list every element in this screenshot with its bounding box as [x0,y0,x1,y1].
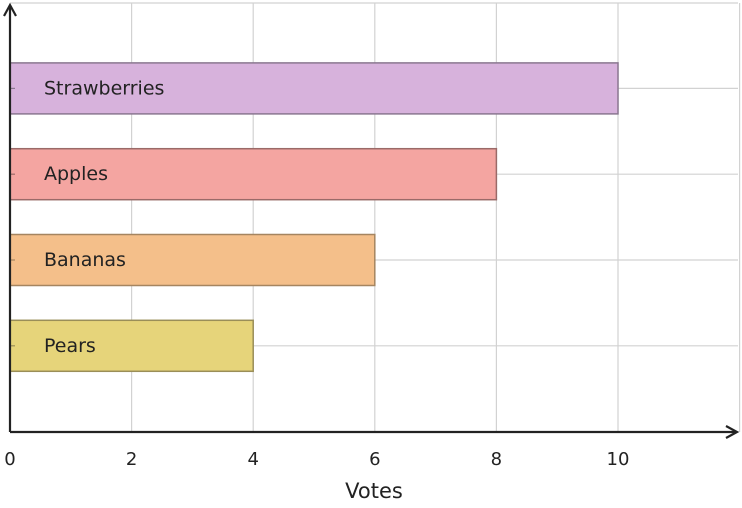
x-axis-title: Votes [345,479,403,503]
x-tick-label: 0 [4,449,15,470]
bar-strawberries [9,62,619,115]
x-tick-label: 10 [607,449,630,470]
bar-apples [9,147,498,201]
bar-label-pears: Pears [44,335,96,357]
x-tick-label: 8 [491,449,502,470]
x-tick-label: 4 [247,449,258,470]
bar-label-bananas: Bananas [44,249,126,271]
x-tick-label: 2 [126,449,137,470]
x-tick-labels: 0 2 4 6 8 10 [4,449,629,470]
bar-label-apples: Apples [44,163,108,185]
x-tick-label: 6 [369,449,380,470]
bars: Strawberries Apples Bananas Pears [9,62,619,373]
bar-label-strawberries: Strawberries [44,77,164,99]
x-axis-arrow [725,425,740,439]
axes [3,2,740,439]
y-axis-arrow [3,2,17,17]
